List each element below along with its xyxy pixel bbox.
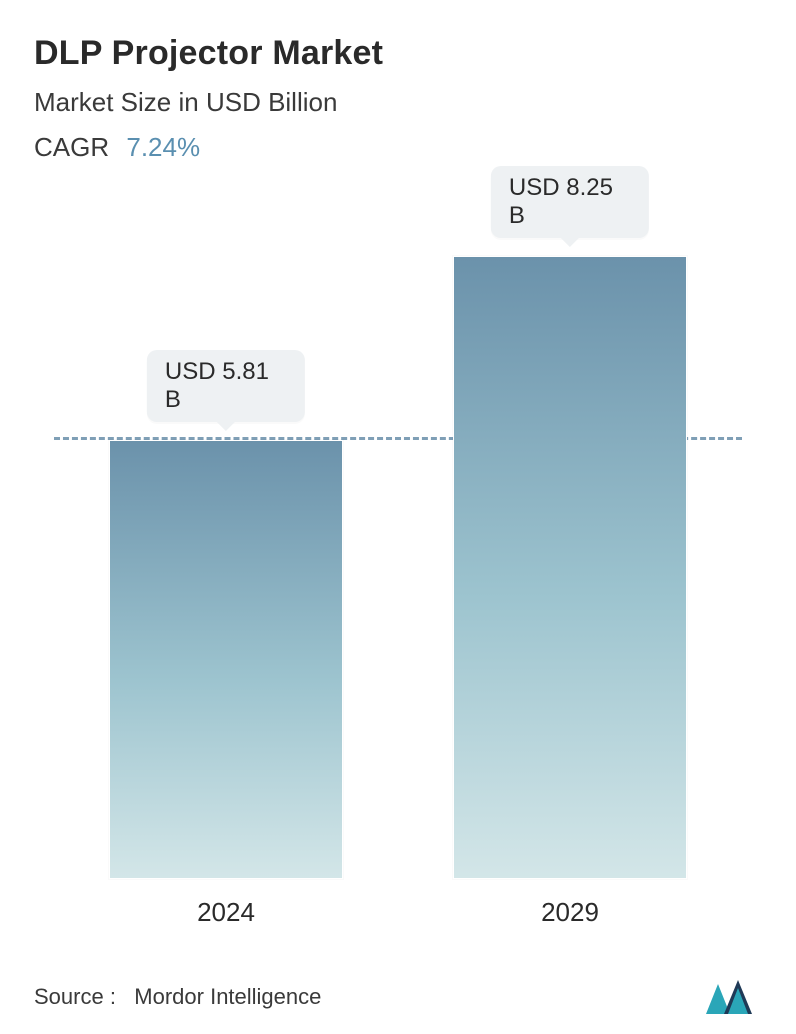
logo-svg	[704, 978, 758, 1016]
source-label: Source :	[34, 984, 116, 1009]
bar-slot-2029: USD 8.25 B	[412, 199, 728, 879]
x-label: 2029	[412, 897, 728, 928]
x-axis-labels: 2024 2029	[54, 885, 742, 939]
source-line: Source : Mordor Intelligence	[34, 984, 321, 1010]
bar-slot-2024: USD 5.81 B	[68, 199, 384, 879]
value-label-text: USD 8.25 B	[509, 174, 613, 229]
value-label-text: USD 5.81 B	[165, 358, 269, 413]
cagr-label: CAGR	[34, 132, 109, 162]
cagr-value: 7.24%	[126, 132, 200, 162]
bar-rect	[453, 256, 687, 879]
x-label: 2024	[68, 897, 384, 928]
cagr-line: CAGR 7.24%	[34, 132, 762, 163]
source-value: Mordor Intelligence	[134, 984, 321, 1009]
value-label-pill: USD 5.81 B	[147, 350, 305, 422]
bar-rect	[109, 440, 343, 879]
value-label-pill: USD 8.25 B	[491, 166, 649, 238]
footer: Source : Mordor Intelligence	[34, 978, 762, 1016]
page-title: DLP Projector Market	[34, 34, 762, 73]
chart-wrap: USD 5.81 B USD 8.25 B 2024 2029	[34, 199, 762, 939]
brand-logo-icon	[704, 978, 762, 1016]
subtitle: Market Size in USD Billion	[34, 87, 762, 118]
market-chart-page: DLP Projector Market Market Size in USD …	[0, 0, 796, 1034]
bars-row: USD 5.81 B USD 8.25 B	[54, 199, 742, 879]
chart-area: USD 5.81 B USD 8.25 B	[54, 199, 742, 879]
